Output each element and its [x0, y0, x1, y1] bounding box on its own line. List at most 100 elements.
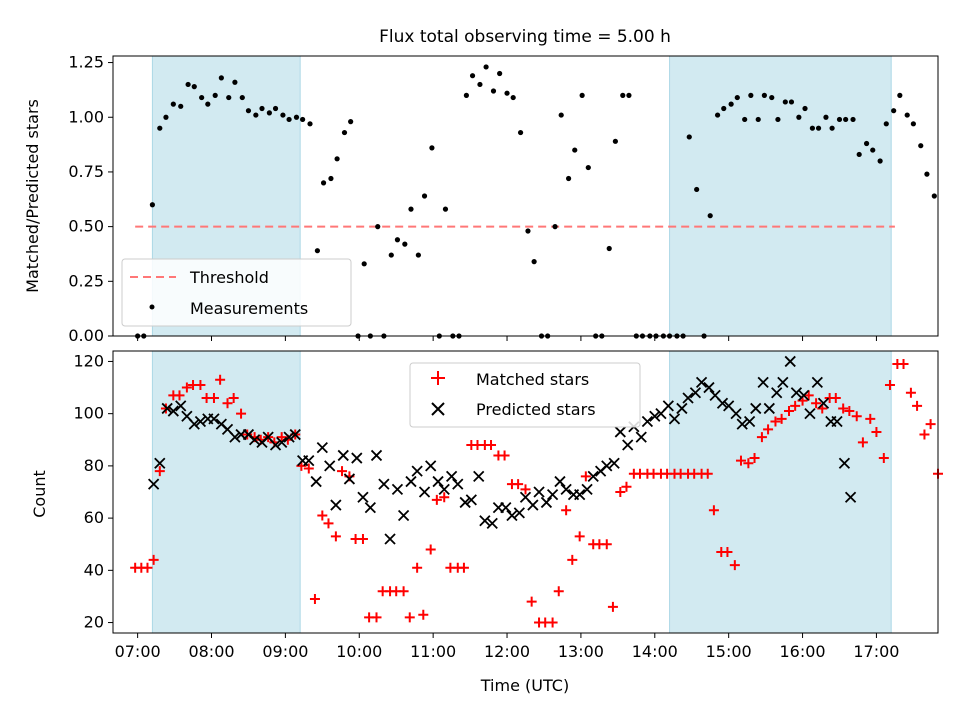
y-tick-label: 80	[84, 456, 104, 475]
matched-star-point	[357, 534, 368, 544]
predicted-star-point	[283, 431, 295, 443]
matched-star-point	[919, 429, 930, 440]
measurement-point	[239, 94, 245, 101]
matched-star-point	[722, 547, 733, 558]
measurement-point	[883, 121, 889, 127]
measurement-point	[504, 90, 510, 96]
x-tick-label: 17:00	[853, 642, 899, 661]
matched-star-point	[830, 393, 841, 403]
measurement-point	[606, 245, 612, 252]
predicted-star-point	[587, 470, 599, 482]
measurement-point	[877, 158, 883, 164]
matched-star-point	[513, 479, 524, 490]
predicted-star-point	[608, 457, 620, 469]
matched-star-point	[208, 393, 219, 403]
chart-title: Flux total observing time = 5.00 h	[379, 27, 671, 47]
predicted-star-point	[167, 405, 179, 417]
predicted-star-point	[682, 392, 694, 404]
measurement-point	[525, 228, 531, 234]
predicted-star-point	[384, 533, 396, 545]
measurement-point	[572, 147, 578, 153]
predicted-star-point	[378, 478, 390, 490]
bottom-shaded-bands	[151, 350, 892, 634]
predicted-star-point	[750, 402, 762, 415]
predicted-star-point	[343, 473, 356, 485]
measurement-point	[802, 105, 808, 112]
bottom-panel: 07:00 08:00 09:00 10:00 11:00 12:00 13:00 14:00…	[30, 350, 943, 695]
predicted-star-point	[736, 418, 748, 430]
threshold-legend-label: Threshold	[189, 268, 269, 287]
y-tick-label: 0.75	[68, 162, 104, 181]
matched-star-point	[838, 403, 849, 414]
predicted-star-point	[730, 408, 742, 420]
measurement-point	[734, 94, 740, 101]
measurement-point	[185, 81, 191, 88]
x-tick-label: 15:00	[706, 642, 752, 661]
predicted-star-point	[432, 475, 444, 488]
predicted-star-point	[175, 400, 187, 412]
matched-star-point	[215, 374, 226, 385]
predicted-star-point	[513, 507, 525, 519]
shaded-band-1	[151, 350, 301, 634]
matched-star-point	[756, 432, 767, 443]
bottom-plot-frame	[112, 350, 939, 634]
y-tick-label: 20	[84, 613, 104, 632]
measurement-point	[314, 248, 321, 254]
predicted-star-point	[154, 457, 166, 469]
matched-star-point	[303, 463, 314, 474]
x-tick-label: 07:00	[115, 642, 161, 661]
measurement-point	[463, 92, 469, 98]
matched-star-point	[580, 471, 591, 482]
matched-star-point	[404, 612, 415, 623]
matched-star-point	[236, 408, 247, 419]
predicted-star-point	[784, 355, 796, 368]
matched-star-point	[561, 505, 572, 516]
matched-star-point	[776, 413, 787, 424]
measurement-point	[245, 108, 252, 114]
predicted-star-point	[397, 509, 410, 522]
measurement-point	[809, 125, 816, 131]
matched-star-point	[174, 390, 185, 401]
predicted-star-point	[445, 470, 458, 482]
measurement-point	[686, 134, 692, 140]
matched-star-point	[708, 505, 719, 516]
measurement-point	[796, 114, 802, 120]
measurement-point	[755, 116, 761, 123]
predicted-star-point	[473, 470, 485, 482]
predicted-star-point	[743, 415, 756, 428]
predicted-star-point	[194, 415, 207, 428]
y-tick-label: 1.25	[68, 53, 104, 72]
x-tick-label: 14:00	[632, 642, 678, 661]
x-tick-label: 12:00	[484, 642, 530, 661]
matched-star-point	[371, 612, 382, 623]
matched-star-point	[418, 609, 429, 620]
predicted-star-point	[500, 502, 512, 514]
predicted-star-point	[676, 402, 688, 415]
measurement-point	[328, 175, 334, 182]
top-plot-frame	[112, 55, 939, 337]
predicted-star-point	[777, 376, 789, 388]
predicted-star-point	[147, 478, 160, 490]
top-panel: 0.00 0.25 0.50 0.75 1.00 1.25 Matched/Predict…	[23, 53, 939, 345]
matched-star-point	[784, 406, 795, 417]
matched-star-point	[228, 393, 239, 403]
measurement-point	[253, 112, 259, 118]
predicted-star-point	[208, 413, 220, 425]
predicted-star-point	[614, 426, 626, 438]
measurement-point	[782, 99, 788, 105]
predicted-star-point	[405, 475, 417, 488]
predicted-star-point	[635, 431, 647, 443]
predicted-star-point	[838, 457, 851, 469]
predicted-star-point	[459, 496, 471, 509]
matched-star-point	[702, 468, 713, 479]
measurement-point	[829, 125, 835, 131]
bottom-legend-box	[409, 362, 641, 428]
measurement-point	[585, 164, 591, 171]
x-tick-label: 10:00	[336, 642, 382, 661]
x-tick-label: 11:00	[410, 642, 456, 661]
shaded-band-2	[669, 55, 892, 337]
matched-star-point	[567, 554, 578, 565]
measurement-point	[421, 193, 428, 199]
measurement-point	[707, 213, 713, 219]
measurement-point	[408, 206, 414, 212]
